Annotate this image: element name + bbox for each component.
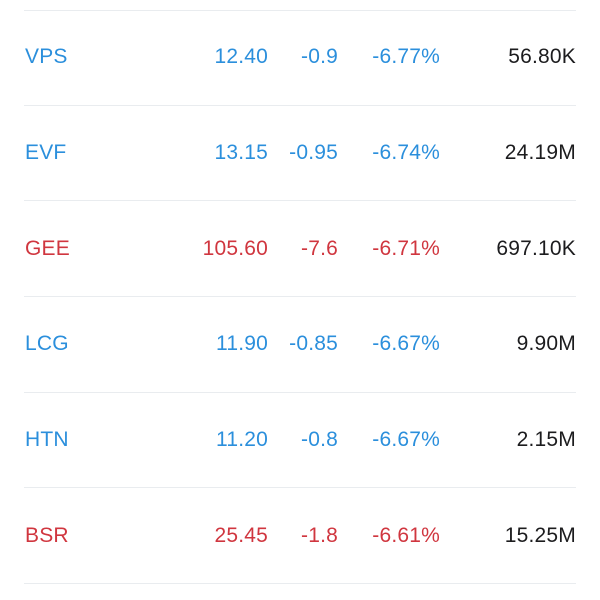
stock-price: 25.45	[214, 523, 268, 547]
stock-row[interactable]: VPS 12.40 -0.9 -6.77% 56.80K	[24, 10, 576, 106]
stock-price: 13.15	[214, 141, 268, 165]
trade-volume: 9.90M	[516, 332, 576, 356]
stock-symbol: GEE	[25, 236, 70, 260]
percent-change: -6.67%	[372, 428, 440, 452]
stock-row[interactable]: BSR 25.45 -1.8 -6.61% 15.25M	[24, 488, 576, 585]
stock-symbol: VPS	[25, 45, 68, 69]
price-change: -0.85	[289, 332, 338, 356]
percent-change: -6.67%	[372, 332, 440, 356]
stock-symbol: EVF	[25, 141, 67, 165]
trade-volume: 24.19M	[504, 141, 576, 165]
price-change: -0.95	[289, 141, 338, 165]
trade-volume: 2.15M	[516, 428, 576, 452]
price-change: -1.8	[301, 523, 338, 547]
stock-symbol: HTN	[25, 428, 69, 452]
percent-change: -6.77%	[372, 45, 440, 69]
stock-price: 11.90	[216, 332, 268, 356]
stock-row[interactable]: GEE 105.60 -7.6 -6.71% 697.10K	[24, 201, 576, 298]
price-change: -7.6	[301, 236, 338, 260]
stock-price: 12.40	[214, 45, 268, 69]
stock-symbol: BSR	[25, 523, 69, 547]
trade-volume: 697.10K	[496, 236, 576, 260]
percent-change: -6.61%	[372, 523, 440, 547]
price-change: -0.8	[301, 428, 338, 452]
stock-row[interactable]: HTN 11.20 -0.8 -6.67% 2.15M	[24, 393, 576, 489]
trade-volume: 15.25M	[504, 523, 576, 547]
stock-list: VPS 12.40 -0.9 -6.77% 56.80K EVF 13.15 -…	[0, 10, 600, 585]
stock-price: 11.20	[216, 428, 268, 452]
percent-change: -6.74%	[372, 141, 440, 165]
percent-change: -6.71%	[372, 236, 440, 260]
stock-row[interactable]: LCG 11.90 -0.85 -6.67% 9.90M	[24, 297, 576, 393]
price-change: -0.9	[301, 45, 338, 69]
stock-price: 105.60	[202, 236, 268, 260]
top-divider	[24, 10, 576, 11]
stock-symbol: LCG	[25, 332, 69, 356]
trade-volume: 56.80K	[508, 45, 576, 69]
stock-row[interactable]: EVF 13.15 -0.95 -6.74% 24.19M	[24, 106, 576, 202]
